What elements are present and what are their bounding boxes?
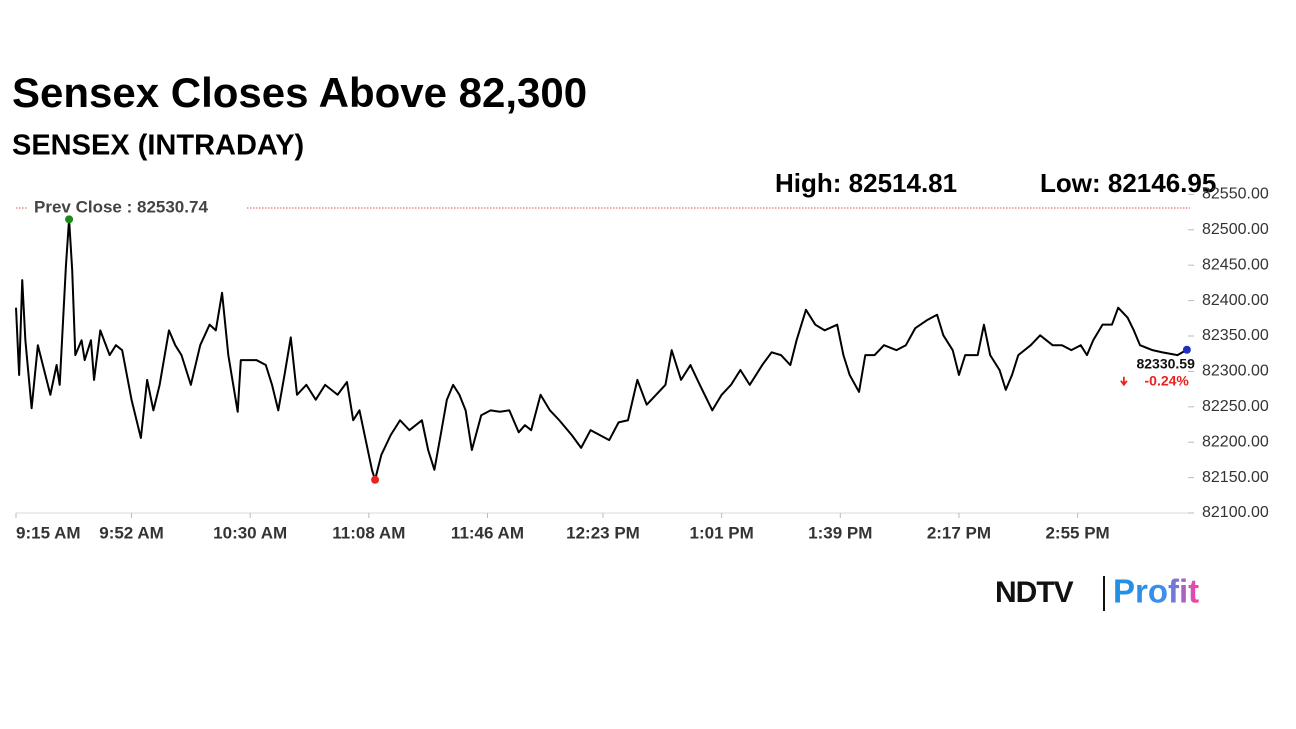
x-tick-label: 1:39 PM — [808, 523, 872, 542]
low-marker — [371, 475, 380, 484]
y-tick-label: 82100.00 — [1202, 504, 1269, 521]
last-marker — [1182, 345, 1191, 354]
x-tick-label: 2:55 PM — [1045, 523, 1109, 542]
last-value-label: 82330.59 — [1136, 355, 1195, 371]
x-tick-label: 1:01 PM — [690, 523, 754, 542]
change-label: -0.24% — [1145, 372, 1190, 388]
x-tick-label: 12:23 PM — [566, 523, 640, 542]
y-tick-label: 82450.00 — [1202, 256, 1269, 273]
x-tick-label: 9:52 AM — [99, 523, 164, 542]
x-tick-label: 2:17 PM — [927, 523, 991, 542]
y-tick-label: 82400.00 — [1202, 292, 1269, 309]
change-arrow — [1120, 376, 1128, 387]
high-label: High: 82514.81 — [775, 168, 957, 198]
low-label: Low: 82146.95 — [1040, 168, 1216, 198]
y-tick-label: 82300.00 — [1202, 363, 1269, 380]
x-tick-label: 10:30 AM — [213, 523, 287, 542]
y-tick-label: 82250.00 — [1202, 398, 1269, 415]
reference-label-bg — [28, 197, 246, 218]
reference-label: Prev Close : 82530.74 — [34, 198, 208, 217]
y-tick-label: 82500.00 — [1202, 221, 1269, 238]
logo-product: Profit — [1113, 573, 1199, 610]
high-marker — [65, 215, 74, 224]
chart-title: Sensex Closes Above 82,300 — [12, 69, 587, 116]
y-tick-label: 82350.00 — [1202, 327, 1269, 344]
price-line — [15, 218, 1188, 481]
chart-subtitle: SENSEX (INTRADAY) — [12, 130, 304, 162]
logo-brand: NDTV — [995, 576, 1074, 609]
x-tick-label: 11:08 AM — [332, 523, 405, 542]
y-tick-label: 82150.00 — [1202, 469, 1269, 486]
y-tick-label: 82200.00 — [1202, 433, 1269, 450]
x-tick-label: 11:46 AM — [451, 523, 524, 542]
y-tick-label: 82550.00 — [1202, 186, 1269, 203]
x-tick-label: 9:15 AM — [16, 523, 81, 542]
